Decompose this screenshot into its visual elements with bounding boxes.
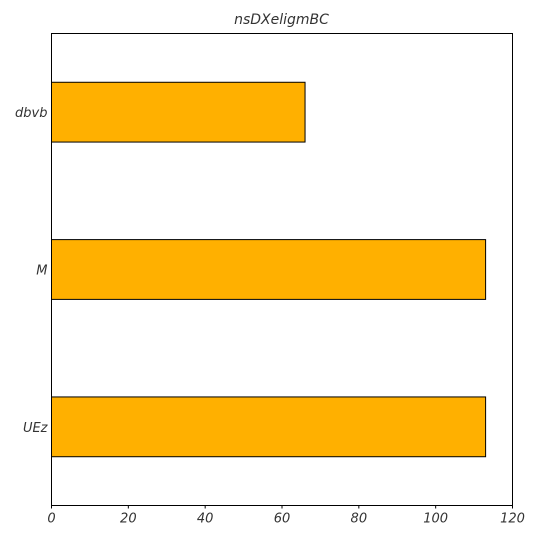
y-tick-labels: dbvb M UEz: [15, 106, 49, 436]
x-ticks: 0 20 40 60 80 100 120: [47, 505, 525, 527]
x-tick-label: 80: [351, 512, 368, 527]
plot-frame: [51, 33, 513, 506]
x-tick-label: 120: [500, 512, 525, 527]
x-tick-label: 100: [423, 512, 448, 527]
bars-layer: [51, 81, 487, 458]
chart-title: nsDXeligmBC: [234, 12, 329, 28]
x-tick-label: 40: [197, 512, 214, 527]
bar-dbvb: [51, 81, 306, 143]
x-tick-label: 60: [274, 512, 291, 527]
y-tick-label: dbvb: [15, 106, 47, 121]
y-tick-label: UEz: [23, 421, 49, 436]
y-tick-label: M: [36, 264, 47, 279]
bar-M: [51, 239, 487, 300]
bar-UEz: [51, 396, 487, 458]
x-tick-label: 20: [120, 512, 137, 527]
x-tick-label: 0: [47, 512, 55, 527]
